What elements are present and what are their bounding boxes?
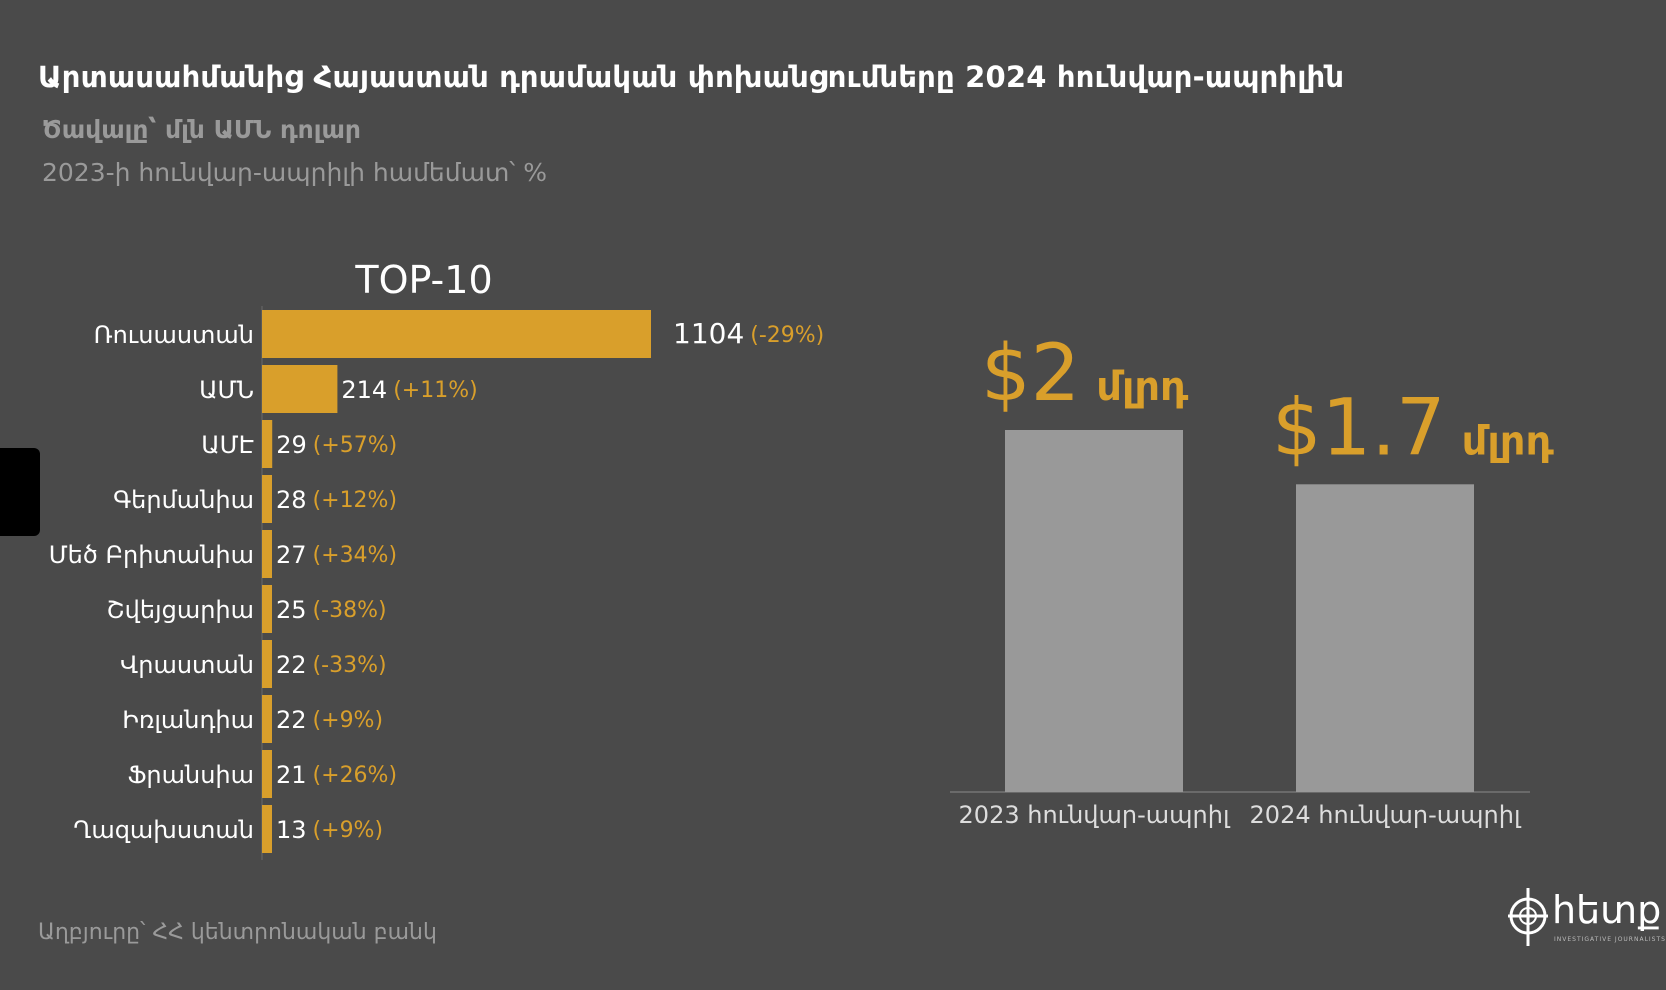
- change-label: (+34%): [313, 543, 398, 568]
- period-label: 2024 հունվար-ապրիլ: [1250, 801, 1522, 829]
- logo-wordmark: հետք: [1552, 888, 1662, 932]
- change-label: (+9%): [313, 818, 384, 843]
- total-comparison-bar-chart: 2023 հունվար-ապրիլ $2 մլրդ 2024 հունվար-ապր…: [950, 329, 1554, 829]
- bar-2: [262, 365, 338, 413]
- value-label: 29: [276, 431, 307, 459]
- value-label: 1104: [673, 317, 744, 350]
- category-label: Ֆրանսիա: [127, 761, 254, 789]
- category-label: Ռուսաստան: [94, 321, 254, 349]
- total-value-label: $1.7 մլրդ: [1272, 383, 1554, 473]
- change-label: (+12%): [313, 488, 398, 513]
- chart-title: Արտասահմանից Հայաստան դրամական փոխանցում…: [38, 60, 1345, 94]
- bar-6: [262, 585, 272, 633]
- category-label: ԱՄՆ: [199, 376, 254, 404]
- change-label: (+57%): [313, 433, 398, 458]
- change-label: (-33%): [313, 653, 387, 678]
- period-label: 2023 հունվար-ապրիլ: [959, 801, 1231, 829]
- total-value-label: $2 մլրդ: [981, 329, 1189, 419]
- hetq-logo: հետք INVESTIGATIVE JOURNALISTS: [1506, 884, 1665, 950]
- bar-10: [262, 805, 272, 853]
- category-label: ԱՄԷ: [201, 431, 254, 459]
- bar-8: [262, 695, 272, 743]
- bar-9: [262, 750, 272, 798]
- side-tab-marker[interactable]: [0, 448, 40, 536]
- value-label: 22: [276, 651, 307, 679]
- logo-subtext: INVESTIGATIVE JOURNALISTS: [1554, 936, 1666, 943]
- total-bar-1: [1005, 430, 1183, 792]
- top10-title: TOP-10: [354, 258, 492, 302]
- category-label: Ղազախստան: [73, 816, 254, 844]
- source-note: Աղբյուրը՝ ՀՀ կենտրոնական բանկ: [38, 920, 437, 945]
- value-label: 27: [276, 541, 307, 569]
- category-label: Վրաստան: [120, 651, 254, 679]
- bar-7: [262, 640, 272, 688]
- category-label: Գերմանիա: [113, 486, 254, 514]
- chart-subtitle-volume: Ծավալը՝ մլն ԱՄՆ դոլար: [42, 115, 361, 144]
- change-label: (+26%): [313, 763, 398, 788]
- change-label: (+9%): [313, 708, 384, 733]
- value-label: 28: [276, 486, 307, 514]
- category-label: Շվեյցարիա: [107, 596, 255, 624]
- value-label: 21: [276, 761, 307, 789]
- value-label: 25: [276, 596, 307, 624]
- change-label: (+11%): [393, 378, 478, 403]
- bar-3: [262, 420, 273, 468]
- change-label: (-29%): [750, 323, 824, 348]
- change-label: (-38%): [313, 598, 387, 623]
- top10-bar-chart: TOP-10 Ռուսաստան 1104 (-29%) ԱՄՆ 214 (+11%) ԱՄԷ…: [49, 258, 824, 860]
- total-bar-2: [1296, 484, 1474, 792]
- chart-subtitle-comparison: 2023-ի հունվար-ապրիլի համեմատ՝ %: [42, 158, 547, 187]
- bar-4: [262, 475, 272, 523]
- bar-5: [262, 530, 272, 578]
- value-label: 22: [276, 706, 307, 734]
- bar-1: [262, 310, 651, 358]
- category-label: Իռլանդիա: [122, 706, 254, 734]
- value-label: 13: [276, 816, 307, 844]
- crosshair-logo-icon: [1508, 888, 1548, 946]
- value-label: 214: [341, 376, 387, 404]
- category-label: Մեծ Բրիտանիա: [49, 541, 254, 569]
